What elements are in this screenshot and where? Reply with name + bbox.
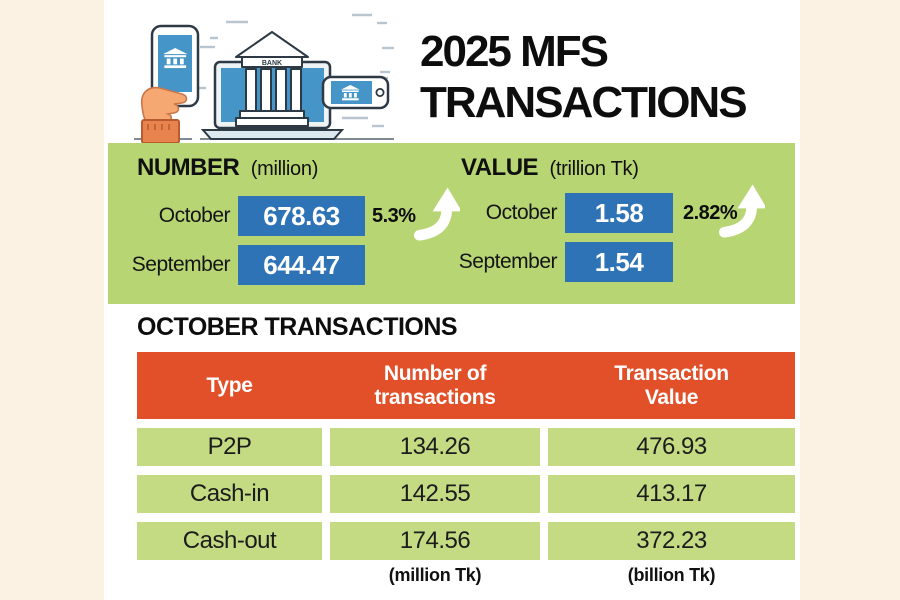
value-change-pct: 2.82% (683, 202, 738, 224)
table-cell-value: 413.17 (548, 475, 795, 513)
number-change-pct: 5.3% (372, 205, 416, 227)
table-cell-type: Cash-out (137, 522, 322, 560)
value-heading-label: VALUE (461, 154, 539, 181)
up-arrow-icon (719, 184, 765, 238)
number-heading-unit: (million) (250, 158, 319, 180)
value-heading-unit: (trillion Tk) (549, 158, 639, 180)
page-title: 2025 MFS TRANSACTIONS (420, 26, 748, 128)
column-header-number: Number of transactions (374, 361, 496, 409)
value-september-value: 1.54 (565, 242, 673, 282)
page-title-line1: 2025 MFS (420, 27, 609, 76)
column-header-value: Transaction Value (614, 361, 729, 409)
table-header: Type Number of transactions Transaction Va… (137, 352, 795, 419)
bank-sign-label: BANK (262, 60, 282, 67)
left-margin-strip (0, 0, 104, 600)
footnote-value-unit: (billion Tk) (627, 565, 716, 585)
laptop-illustration (200, 60, 345, 140)
table-cell-number: 134.26 (330, 428, 540, 466)
footnote-number-unit: (million Tk) (388, 565, 482, 585)
table-cell-value: 372.23 (548, 522, 795, 560)
number-september-value: 644.47 (238, 245, 365, 285)
value-section-heading: VALUE (trillion Tk) (461, 154, 639, 182)
number-october-value: 678.63 (238, 196, 365, 236)
table-row: Cash-in 142.55 413.17 (137, 475, 795, 513)
transactions-table: Type Number of transactions Transaction Va… (137, 352, 795, 591)
table-cell-type: Cash-in (137, 475, 322, 513)
right-margin-strip (800, 0, 900, 600)
mfs-illustration: BANK (134, 13, 394, 143)
number-october-label: October (158, 204, 231, 227)
bank-building: BANK (235, 31, 309, 127)
value-october-label: October (485, 201, 558, 224)
summary-banner: NUMBER (million) October 678.63 5.3% Sep… (108, 143, 795, 304)
table-cell-number: 142.55 (330, 475, 540, 513)
hand-phone-illustration (140, 24, 200, 143)
page-title-line2: TRANSACTIONS (420, 78, 748, 127)
number-section-heading: NUMBER (million) (137, 154, 318, 182)
column-header-type: Type (206, 373, 253, 397)
table-cell-number: 174.56 (330, 522, 540, 560)
table-title: OCTOBER TRANSACTIONS (137, 313, 458, 341)
up-arrow-icon (414, 187, 460, 241)
side-phone-illustration (321, 75, 390, 110)
table-footnotes: (million Tk) (billion Tk) (137, 565, 795, 591)
number-september-label: September (131, 253, 231, 276)
value-october-value: 1.58 (565, 193, 673, 233)
number-heading-label: NUMBER (137, 154, 240, 181)
table-cell-type: P2P (137, 428, 322, 466)
table-cell-value: 476.93 (548, 428, 795, 466)
table-row: Cash-out 174.56 372.23 (137, 522, 795, 560)
value-september-label: September (458, 250, 558, 273)
table-row: P2P 134.26 476.93 (137, 428, 795, 466)
sleeve (141, 119, 180, 143)
